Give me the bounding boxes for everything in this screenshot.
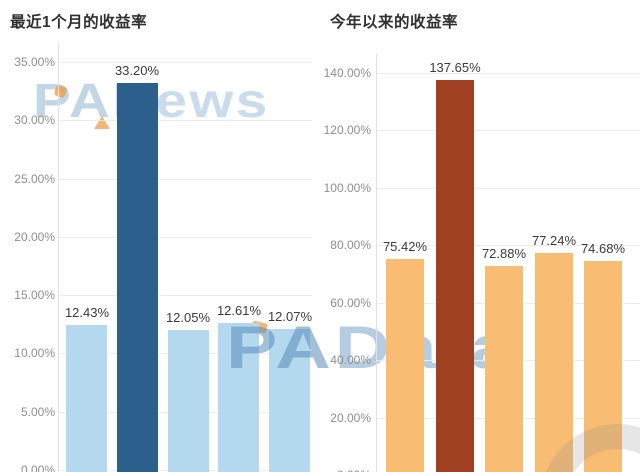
y-tick-label: 10.00% (14, 346, 55, 360)
bar-value-label: 33.20% (114, 63, 160, 78)
bar-value-label: 72.88% (481, 246, 527, 261)
gridline (59, 353, 312, 354)
watermark-padata-logo: PAData (226, 316, 517, 380)
watermark-padata-pa: PA (226, 314, 335, 381)
gridline (59, 470, 312, 471)
y-tick-label: 20.00% (14, 230, 55, 244)
gridline (59, 295, 312, 296)
y-tick-label: 0.00% (309, 467, 371, 472)
y-tick-label: 120.00% (323, 123, 371, 137)
gridline (59, 412, 312, 413)
watermark-padata-text: Data (334, 314, 517, 381)
y-tick-label: 100.00% (323, 181, 371, 195)
watermark-ring-logo (540, 424, 640, 472)
bar (66, 325, 107, 472)
bar-value-label: 74.68% (580, 241, 626, 256)
panews-logo-orange-triangle-icon (94, 116, 110, 129)
gridline (377, 188, 640, 189)
chart-title: 最近1个月的收益率 (10, 14, 148, 31)
y-axis-line (376, 53, 377, 472)
y-tick-label: 20.00% (330, 411, 371, 425)
y-axis-line (58, 42, 59, 472)
gridline (377, 360, 640, 361)
gridline (59, 179, 312, 180)
chart-title: 今年以来的收益率 (330, 14, 459, 31)
bar (584, 261, 622, 472)
gridline (377, 303, 640, 304)
watermark-panews-text: News (112, 75, 270, 128)
padata-logo-orange-dash-icon (251, 320, 268, 334)
gridline (377, 418, 640, 419)
y-tick-label: 35.00% (14, 55, 55, 69)
gridline (377, 73, 640, 74)
bar (218, 323, 259, 472)
y-tick-label: 15.00% (14, 288, 55, 302)
gridline (59, 62, 312, 63)
bar (269, 329, 310, 472)
bar-highlighted (117, 83, 158, 472)
bar-value-label: 12.05% (165, 310, 211, 325)
bar (386, 259, 424, 472)
y-tick-label: 140.00% (323, 66, 371, 80)
bar (168, 330, 209, 472)
y-tick-label: 60.00% (330, 296, 371, 310)
bar-value-label: 75.42% (382, 239, 428, 254)
bar-value-label: 12.43% (64, 305, 110, 320)
bar (485, 266, 523, 472)
bar-value-label: 77.24% (531, 233, 577, 248)
y-tick-label: 5.00% (20, 405, 55, 419)
gridline (59, 237, 312, 238)
bar-value-label: 137.65% (429, 60, 481, 75)
bar-value-label: 12.61% (216, 303, 262, 318)
bar (535, 253, 573, 472)
gridline (377, 245, 640, 246)
y-tick-label: 80.00% (330, 238, 371, 252)
panews-logo-orange-dot-icon (53, 84, 68, 99)
y-tick-label: 40.00% (330, 353, 371, 367)
y-tick-label: 30.00% (14, 113, 55, 127)
bar-highlighted (436, 80, 474, 472)
watermark-panews-logo: PANews (33, 76, 270, 128)
gridline (377, 130, 640, 131)
y-tick-label: 0.00% (20, 463, 55, 472)
y-tick-label: 25.00% (14, 172, 55, 186)
